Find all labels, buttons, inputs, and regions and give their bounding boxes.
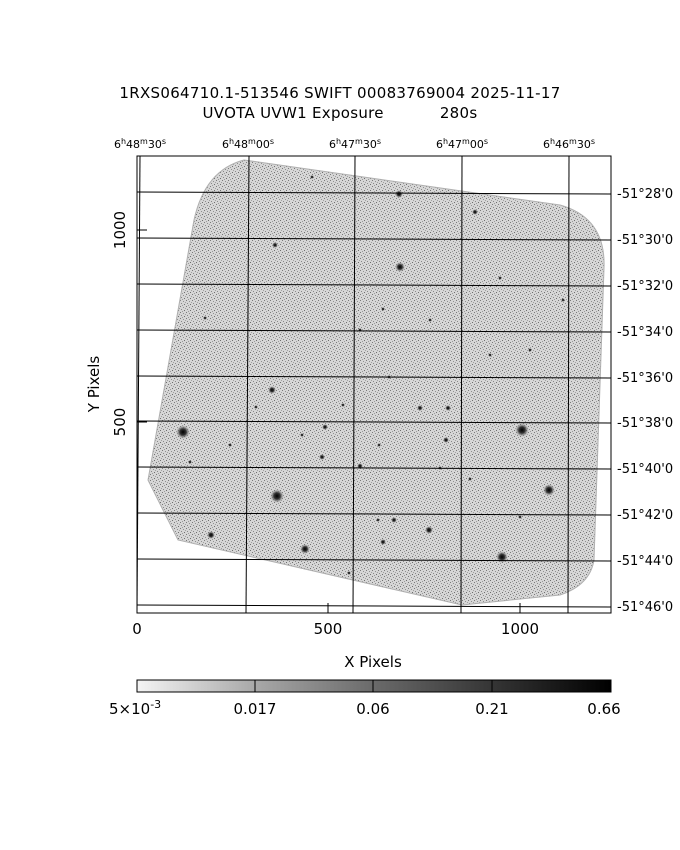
star-source — [515, 423, 529, 437]
star-source — [391, 517, 397, 523]
dec-tick-label: -51°32'0 — [617, 279, 673, 294]
dec-tick-label: -51°46'0 — [617, 600, 673, 615]
star-source — [417, 405, 423, 411]
image-title: 1RXS064710.1-513546 SWIFT 00083769004 20… — [119, 84, 561, 102]
dec-tick-label: -51°42'0 — [617, 508, 673, 523]
star-source — [203, 316, 207, 320]
star-source — [528, 348, 532, 352]
star-source — [272, 242, 278, 248]
axis-ticks — [136, 229, 521, 613]
coordinate-grid — [136, 155, 612, 614]
colorbar-label: 0.017 — [234, 700, 277, 718]
dec-tick-label: -51°44'0 — [617, 554, 673, 569]
star-source — [561, 298, 565, 302]
dec-tick-labels: -51°28'0 -51°30'0 -51°32'0 -51°34'0 -51°… — [617, 187, 673, 615]
star-source — [310, 175, 314, 179]
colorbar-label: 0.06 — [356, 700, 389, 718]
star-source — [319, 454, 325, 460]
ra-tick-label: 6h47m00s — [436, 137, 488, 152]
x-tick-label: 1000 — [501, 620, 539, 638]
colorbar-gradient — [136, 679, 612, 693]
y-tick-label: 500 — [111, 408, 129, 437]
x-tick-labels: 0 500 1000 — [132, 620, 539, 638]
star-source — [472, 209, 478, 215]
star-source — [188, 460, 192, 464]
star-source — [254, 405, 258, 409]
dec-tick-label: -51°36'0 — [617, 371, 673, 386]
star-source — [270, 489, 284, 503]
star-source — [488, 353, 492, 357]
image-subtitle: UVOTA UVW1 Exposure 280s — [0, 104, 680, 122]
star-source — [518, 515, 522, 519]
colorbar-label: 0.66 — [587, 700, 620, 718]
dec-tick-label: -51°30'0 — [617, 233, 673, 248]
exposure-map — [147, 159, 605, 606]
ra-tick-label: 6h48m00s — [222, 137, 274, 152]
star-source — [176, 425, 190, 439]
star-source — [381, 307, 385, 311]
star-source — [468, 477, 472, 481]
exposure-time: 280s — [439, 104, 478, 122]
star-source — [498, 276, 502, 280]
plot-frame — [136, 155, 612, 614]
x-tick-label: 500 — [314, 620, 343, 638]
colorbar-label: 0.21 — [475, 700, 508, 718]
star-source — [496, 551, 508, 563]
dec-tick-label: -51°40'0 — [617, 462, 673, 477]
star-source — [300, 433, 304, 437]
colorbar: 5×10-3 0.017 0.06 0.21 0.66 — [109, 679, 621, 718]
ra-tick-label: 6h47m30s — [329, 137, 381, 152]
star-source — [341, 403, 345, 407]
star-source — [376, 518, 380, 522]
star-field — [176, 175, 565, 575]
dec-tick-label: -51°28'0 — [617, 187, 673, 202]
ra-tick-label: 6h48m30s — [114, 137, 166, 152]
star-source — [380, 539, 386, 545]
colorbar-min-label: 5×10-3 — [109, 698, 161, 718]
star-source — [428, 318, 432, 322]
ra-tick-label: 6h46m30s — [543, 137, 595, 152]
star-source — [443, 437, 449, 443]
star-source — [425, 526, 433, 534]
star-source — [228, 443, 232, 447]
y-axis-label: Y Pixels — [85, 356, 103, 414]
star-source — [300, 544, 310, 554]
star-source — [395, 262, 405, 272]
dec-tick-label: -51°38'0 — [617, 416, 673, 431]
x-axis-label: X Pixels — [344, 653, 402, 671]
ra-tick-labels: 6h48m30s 6h48m00s 6h47m30s 6h47m00s 6h46… — [114, 137, 595, 152]
star-source — [395, 190, 403, 198]
star-source — [268, 386, 276, 394]
star-source — [377, 443, 381, 447]
y-tick-label: 1000 — [111, 211, 129, 249]
filter-label: UVOTA UVW1 Exposure — [202, 104, 384, 122]
star-source — [322, 424, 328, 430]
x-tick-label: 0 — [132, 620, 142, 638]
star-source — [445, 405, 451, 411]
star-source — [347, 571, 351, 575]
dec-tick-label: -51°34'0 — [617, 325, 673, 340]
star-source — [207, 531, 215, 539]
star-source — [543, 484, 555, 496]
